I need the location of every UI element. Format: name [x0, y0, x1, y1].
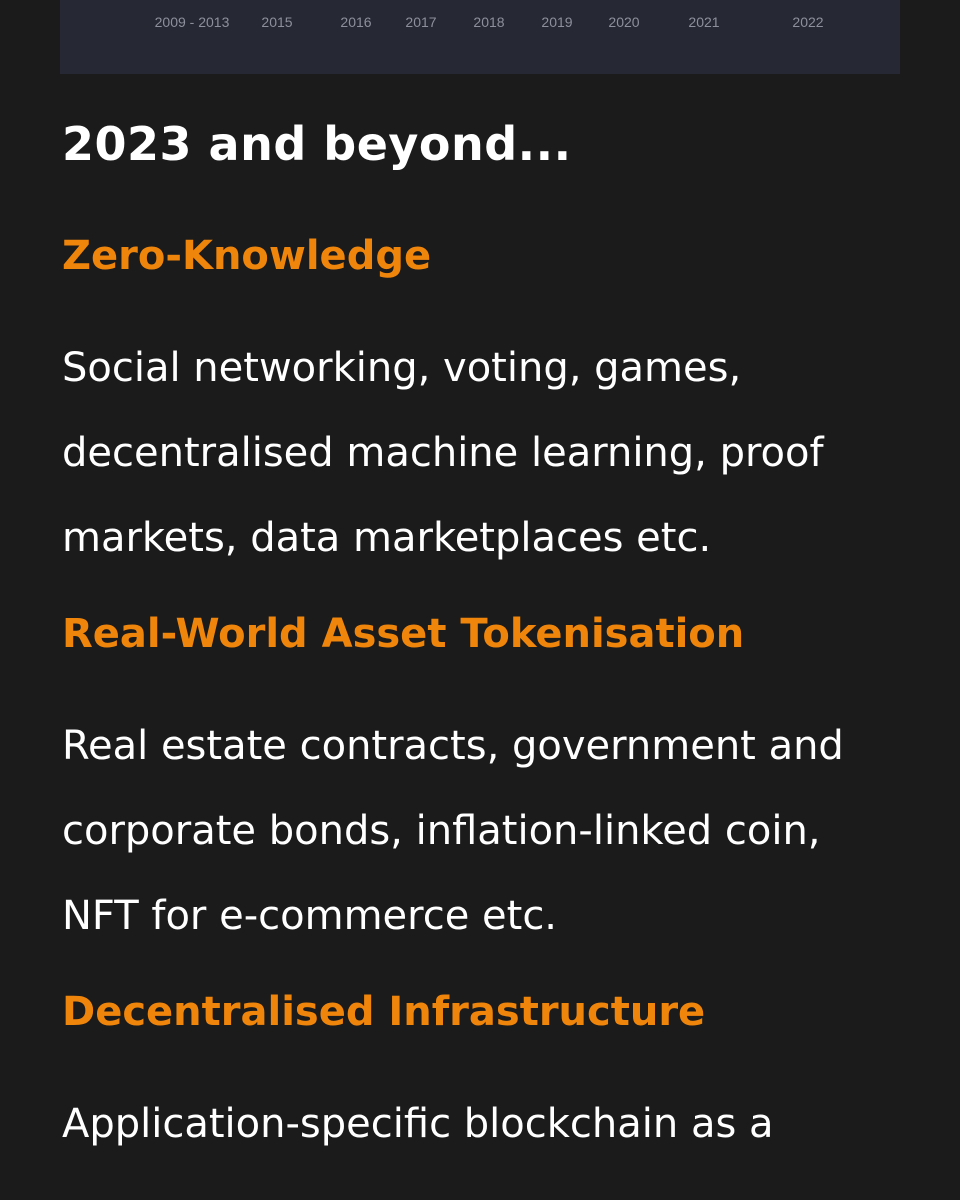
timeline-year-label: 2017	[405, 14, 437, 30]
section-title: 2023 and beyond...	[62, 117, 572, 171]
timeline-year-label: 2019	[541, 14, 573, 30]
timeline-strip: 2009 - 2013 2015 2016 2017 2018 2019 202…	[60, 0, 900, 74]
topic-heading-rwa-tokenisation: Real-World Asset Tokenisation	[62, 611, 745, 657]
topic-heading-zero-knowledge: Zero-Knowledge	[62, 233, 432, 279]
timeline-year-label: 2022	[792, 14, 824, 30]
topic-text-zero-knowledge: Social networking, voting, games, decent…	[62, 345, 824, 561]
article-content: 2023 and beyond... Zero-Knowledge Social…	[62, 112, 922, 1167]
topic-heading-decentralised-infrastructure: Decentralised Infrastructure	[62, 989, 706, 1035]
timeline-year-label: 2015	[261, 14, 293, 30]
topic-text-rwa-tokenisation: Real estate contracts, government and co…	[62, 723, 844, 939]
timeline-year-label: 2020	[608, 14, 640, 30]
timeline-year-label: 2009 - 2013	[154, 14, 230, 30]
timeline-year-label: 2016	[340, 14, 372, 30]
timeline-year-label: 2021	[688, 14, 720, 30]
timeline-year-label: 2018	[473, 14, 505, 30]
topic-text-decentralised-infrastructure: Application-specific blockchain as a	[62, 1101, 774, 1147]
